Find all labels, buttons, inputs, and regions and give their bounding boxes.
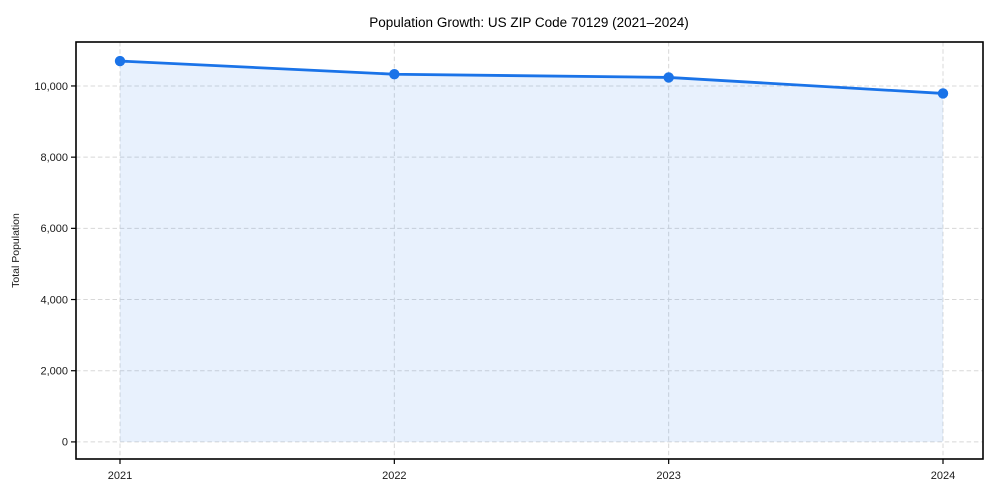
x-tick-labels: 2021 2022 2023 2024 <box>108 470 955 482</box>
y-tick-label: 8,000 <box>40 152 68 164</box>
data-point-marker <box>937 88 949 99</box>
y-tick-label: 4,000 <box>40 294 68 306</box>
area-fill <box>120 61 943 442</box>
y-tick-label: 0 <box>62 437 68 449</box>
y-tick-labels: 0 2,000 4,000 6,000 8,000 10,000 <box>34 81 68 449</box>
y-tick-label: 10,000 <box>34 81 68 93</box>
y-tick-label: 6,000 <box>40 223 68 235</box>
data-point-marker <box>389 69 400 80</box>
series-line <box>118 59 945 95</box>
area-path <box>120 61 943 442</box>
x-tick-label: 2022 <box>382 470 406 482</box>
plot-border <box>75 41 984 460</box>
x-tick-label: 2021 <box>108 470 132 482</box>
axis-ticks <box>71 85 944 464</box>
chart-title: Population Growth: US ZIP Code 70129 (20… <box>369 15 688 30</box>
data-point-markers <box>114 55 949 99</box>
series-polyline <box>118 59 945 95</box>
x-tick-label: 2024 <box>931 470 955 482</box>
data-point-marker <box>114 55 126 67</box>
data-point-marker <box>663 72 674 83</box>
y-axis-label: Total Population <box>10 213 22 288</box>
y-tick-label: 2,000 <box>40 366 68 378</box>
x-tick-label: 2023 <box>656 470 680 482</box>
